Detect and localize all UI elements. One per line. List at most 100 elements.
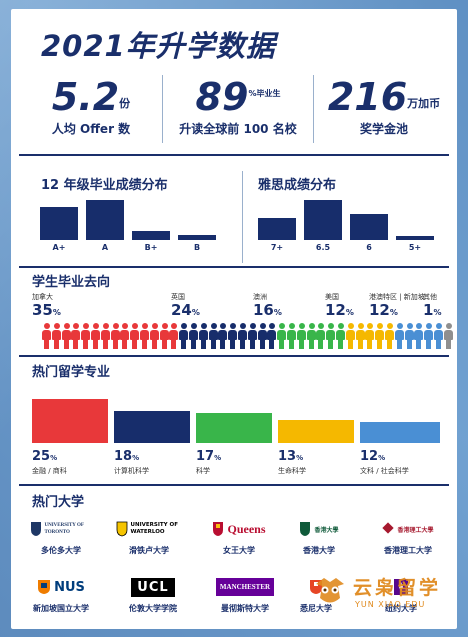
major-percent: 18%: [114, 449, 140, 464]
person-icon: [42, 323, 51, 349]
major-bar: [196, 413, 272, 443]
section-divider: [19, 355, 449, 357]
person-icon: [247, 323, 257, 349]
watermark-cn: 云枭留学: [353, 577, 442, 599]
destination-percent: 12%: [325, 301, 354, 319]
university-manchester: MANCHESTER 曼彻斯特大学: [203, 575, 287, 614]
destination-name: 其他: [423, 293, 437, 301]
watermark-en: YUN XIAO EDU: [355, 600, 426, 609]
bar: [132, 231, 170, 240]
people-pictogram: [42, 323, 453, 349]
person-icon: [365, 323, 375, 349]
bar-label: 6.5: [315, 243, 331, 252]
grade-chart-title: 12 年级毕业成绩分布: [41, 178, 168, 193]
person-icon: [100, 323, 110, 349]
person-icon: [394, 323, 404, 349]
crest-icon: [213, 522, 224, 536]
person-icon: [140, 323, 149, 349]
manchester-logo: MANCHESTER: [203, 575, 287, 599]
stat-label: 人均 Offer 数: [51, 122, 131, 136]
infographic-card: 2021年升学数据 5.2份 人均 Offer 数 89%毕业生 升读全球前 1…: [11, 9, 457, 629]
university-name: 曼彻斯特大学: [221, 604, 269, 613]
bar-label: B+: [144, 243, 158, 252]
toronto-logo: UNIVERSITY OF TORONTO: [19, 517, 103, 541]
section-divider: [19, 154, 449, 156]
stat-scholarship: 216万加币 奖学金池: [314, 77, 454, 137]
logo-text: UNIVERSITY OF WATERLOO: [130, 522, 178, 535]
bar-label: 7+: [270, 243, 284, 252]
person-icon: [218, 323, 228, 349]
major-label: 生命科学: [278, 467, 306, 475]
major-percent: 25%: [32, 449, 58, 464]
university-ucl: UCL 伦敦大学学院: [111, 575, 195, 614]
person-icon: [110, 323, 120, 349]
major-percent: 12%: [360, 449, 386, 464]
bar-label: 6: [366, 243, 372, 252]
major-label: 科学: [196, 467, 210, 475]
logo-text: Queens: [227, 521, 266, 536]
crest-icon: [116, 521, 127, 537]
person-icon: [189, 323, 198, 349]
bar: [396, 236, 434, 240]
person-icon: [267, 323, 277, 349]
university-name: 新加坡国立大学: [33, 604, 89, 613]
person-icon: [130, 323, 140, 349]
person-icon: [424, 323, 434, 349]
stat-offers: 5.2份 人均 Offer 数: [21, 77, 161, 137]
destination-name: 美国: [325, 293, 339, 301]
person-icon: [238, 323, 247, 349]
torch-icon: [394, 579, 408, 595]
logo-text: 香港理工大學: [397, 526, 434, 534]
section-divider: [19, 266, 449, 268]
owl-logo-icon: [316, 578, 344, 603]
hku-logo: 香港大學: [277, 517, 361, 541]
bar: [40, 207, 78, 240]
person-icon: [375, 323, 385, 349]
destination-name: 澳洲: [253, 293, 267, 301]
section-divider: [19, 484, 449, 486]
person-icon: [71, 323, 81, 349]
stat-unit: %: [248, 89, 257, 98]
person-icon: [149, 323, 159, 349]
polyu-emblem-icon: [382, 522, 395, 534]
person-icon: [208, 323, 218, 349]
crest-icon: [300, 522, 311, 536]
crest-icon: [38, 580, 51, 594]
major-label: 金融 / 商科: [32, 467, 67, 475]
page-title: 2021年升学数据: [41, 29, 276, 63]
university-name: 多伦多大学: [41, 546, 81, 555]
university-name: 纽约大学: [385, 604, 417, 613]
university-polyu: 香港理工大學 香港理工大学: [363, 517, 453, 556]
person-icon: [198, 323, 208, 349]
bar: [178, 235, 216, 240]
bar-label: A+: [52, 243, 66, 252]
university-name: 香港大学: [303, 546, 335, 555]
person-icon: [316, 323, 326, 349]
destination-percent: 16%: [253, 301, 282, 319]
bar-label: B: [193, 243, 201, 252]
university-toronto: UNIVERSITY OF TORONTO 多伦多大学: [19, 517, 103, 556]
person-icon: [414, 323, 424, 349]
divider: [162, 75, 163, 143]
person-icon: [345, 323, 355, 349]
major-label: 计算机科学: [114, 467, 149, 475]
university-name: 悉尼大学: [300, 604, 332, 613]
major-percent: 17%: [196, 449, 222, 464]
divider: [313, 75, 314, 143]
yunxiao-watermark: 云枭留学 YUN XIAO EDU: [313, 572, 457, 622]
bar: [350, 214, 388, 240]
person-icon: [51, 323, 61, 349]
crest-icon: [30, 522, 41, 536]
destination-name: 英国: [171, 293, 185, 301]
university-name: 香港理工大学: [384, 546, 432, 555]
stat-label: 升读全球前 100 名校: [179, 122, 297, 136]
person-icon: [443, 323, 453, 349]
majors-title: 热门留学专业: [32, 365, 111, 380]
person-icon: [336, 323, 345, 349]
university-queens: Queens 女王大学: [197, 517, 281, 556]
waterloo-logo: UNIVERSITY OF WATERLOO: [107, 517, 191, 541]
logo-text: MANCHESTER: [215, 578, 275, 596]
ielts-chart-title: 雅思成绩分布: [258, 178, 337, 193]
stat-top100: 89%毕业生 升读全球前 100 名校: [163, 77, 313, 137]
destination-percent: 35%: [32, 301, 61, 319]
